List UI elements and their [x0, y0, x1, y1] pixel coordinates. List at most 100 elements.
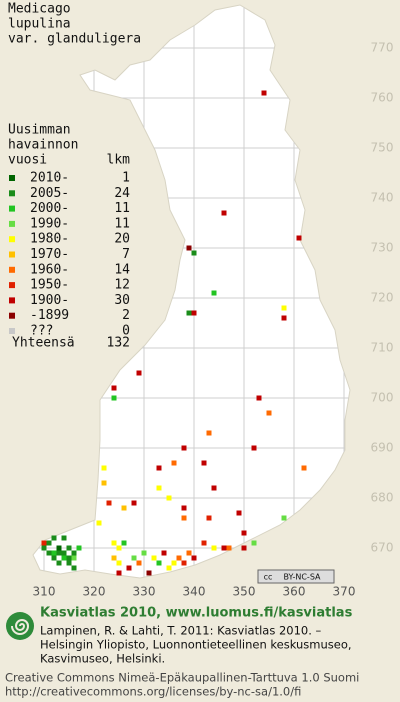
- observation: [61, 535, 67, 541]
- legend-label: -1899: [30, 308, 69, 323]
- observation: [141, 550, 147, 556]
- legend-count: 12: [114, 278, 130, 293]
- observation: [56, 545, 62, 551]
- legend-label: 1970-: [30, 247, 69, 262]
- badge-box: [257, 569, 335, 584]
- observation: [251, 445, 257, 451]
- legend-count: 1: [122, 171, 130, 186]
- observations: [41, 90, 307, 576]
- legend-swatch: [9, 282, 15, 289]
- legend-count: 11: [114, 216, 130, 231]
- observation: [186, 245, 192, 251]
- observation: [176, 555, 182, 561]
- observation: [206, 430, 212, 436]
- observation: [51, 550, 57, 556]
- badge-cc: cc: [264, 573, 273, 582]
- logo: [6, 612, 34, 640]
- observation: [156, 560, 162, 566]
- observation: [101, 480, 107, 486]
- legend-count: 7: [122, 247, 130, 262]
- observation: [261, 90, 267, 96]
- observation: [111, 555, 117, 561]
- observation: [111, 385, 117, 391]
- x-tick-label: 310: [33, 585, 56, 599]
- legend-count: 14: [114, 262, 130, 277]
- tick-labels: 310 320 330 340 350 360 3706706806907007107207…: [33, 41, 394, 599]
- legend-swatch: [9, 175, 15, 181]
- legend-label: 2010-: [30, 171, 69, 186]
- observation: [121, 540, 127, 546]
- observation: [256, 395, 262, 401]
- y-tick-label: 740: [371, 191, 394, 205]
- observation: [241, 545, 247, 551]
- legend-count: 20: [114, 232, 130, 247]
- legend-label: 2005-: [30, 186, 69, 201]
- legend-count: 24: [114, 186, 130, 201]
- observation: [156, 465, 162, 471]
- legend-header: havainnon: [8, 138, 78, 153]
- observation: [71, 565, 77, 571]
- observation: [101, 465, 107, 471]
- observation: [61, 550, 67, 556]
- observation: [96, 520, 102, 526]
- observation: [186, 310, 192, 316]
- legend-swatch: [9, 312, 15, 319]
- observation: [281, 315, 287, 321]
- observation: [116, 545, 122, 551]
- observation: [251, 540, 257, 546]
- legend-count: 0: [122, 324, 130, 339]
- observation: [56, 560, 62, 566]
- citation: Helsingin Yliopisto, Luonnontieteellinen…: [40, 638, 352, 652]
- x-tick-label: 360: [283, 585, 306, 599]
- x-tick-label: 370: [333, 585, 356, 599]
- legend-header: vuosi: [8, 153, 47, 168]
- legend-swatch: [9, 297, 15, 304]
- legend-label: ???: [30, 324, 53, 339]
- observation: [136, 560, 142, 566]
- observation: [281, 305, 287, 311]
- logo-spiral: [11, 619, 30, 635]
- observation: [71, 555, 77, 561]
- legend-swatch: [9, 220, 15, 227]
- observation: [211, 485, 217, 491]
- observation: [266, 410, 272, 416]
- observation: [116, 570, 122, 576]
- badge-label: BY-NC-SA: [283, 573, 321, 582]
- legend-swatch: [9, 236, 15, 243]
- observation: [191, 310, 197, 316]
- observation: [181, 505, 187, 511]
- observation: [41, 540, 47, 546]
- title-line: lupulina: [8, 17, 71, 32]
- observation: [181, 560, 187, 566]
- observation: [51, 535, 57, 541]
- legend-label: 1990-: [30, 216, 69, 231]
- observation: [166, 565, 172, 571]
- observation: [146, 570, 152, 576]
- observation: [46, 550, 52, 556]
- y-tick-label: 680: [371, 491, 394, 505]
- observation: [61, 555, 67, 561]
- legend-label: 1960-: [30, 262, 69, 277]
- legend-total-label: Yhteensä: [12, 336, 75, 351]
- observation: [221, 210, 227, 216]
- y-tick-label: 670: [371, 541, 394, 555]
- observation: [241, 530, 247, 536]
- observation: [181, 445, 187, 451]
- observation: [181, 515, 187, 521]
- observation: [221, 545, 227, 551]
- y-tick-label: 760: [371, 91, 394, 105]
- legend-total: 132: [107, 336, 130, 351]
- observation: [131, 555, 137, 561]
- observation: [211, 545, 217, 551]
- observation: [191, 250, 197, 256]
- license: Creative Commons Nimeä-Epäkaupallinen-Ta…: [5, 671, 359, 685]
- legend-swatch: [9, 266, 15, 273]
- observation: [51, 555, 57, 561]
- observation: [186, 550, 192, 556]
- y-tick-label: 730: [371, 241, 394, 255]
- observation: [121, 505, 127, 511]
- observation: [41, 545, 47, 551]
- legend-header: lkm: [107, 153, 131, 168]
- y-tick-label: 710: [371, 341, 394, 355]
